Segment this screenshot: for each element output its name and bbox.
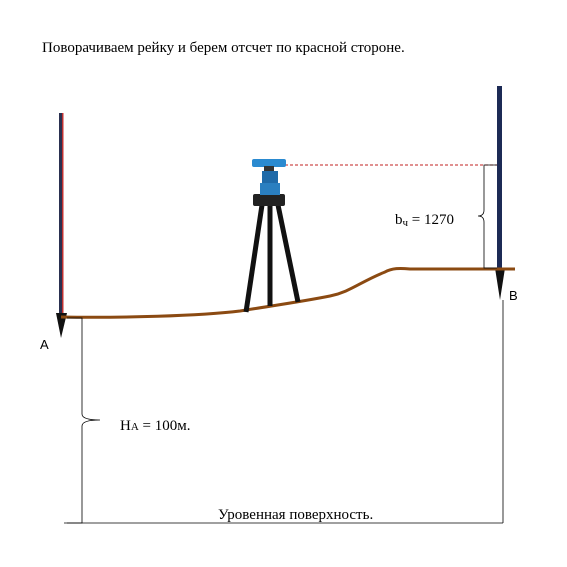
height-brace xyxy=(67,317,101,524)
reading-brace xyxy=(477,164,497,269)
point-a-label: A xyxy=(40,337,49,352)
staff-b-tip xyxy=(495,268,505,300)
surface-label: Уровенная поверхность. xyxy=(218,507,373,523)
title: Поворачиваем рейку и берем отсчет по кра… xyxy=(42,40,405,56)
staff-a-red-side xyxy=(62,113,64,315)
height-label: HA = 100м. xyxy=(120,418,191,434)
height-rest: = 100м. xyxy=(139,418,191,434)
reading-rest: = 1270 xyxy=(408,212,454,228)
staff-b xyxy=(497,86,502,270)
reading-label: bч = 1270 xyxy=(395,212,454,229)
reading-sub: ч xyxy=(403,217,409,229)
point-b-label: B xyxy=(509,288,518,303)
staff-a-tip xyxy=(56,313,67,338)
height-sub: A xyxy=(131,421,139,433)
height-main: H xyxy=(120,418,131,434)
level-instrument xyxy=(243,159,301,313)
staff-a xyxy=(59,113,63,315)
reading-main: b xyxy=(395,212,403,228)
ground xyxy=(60,266,515,319)
